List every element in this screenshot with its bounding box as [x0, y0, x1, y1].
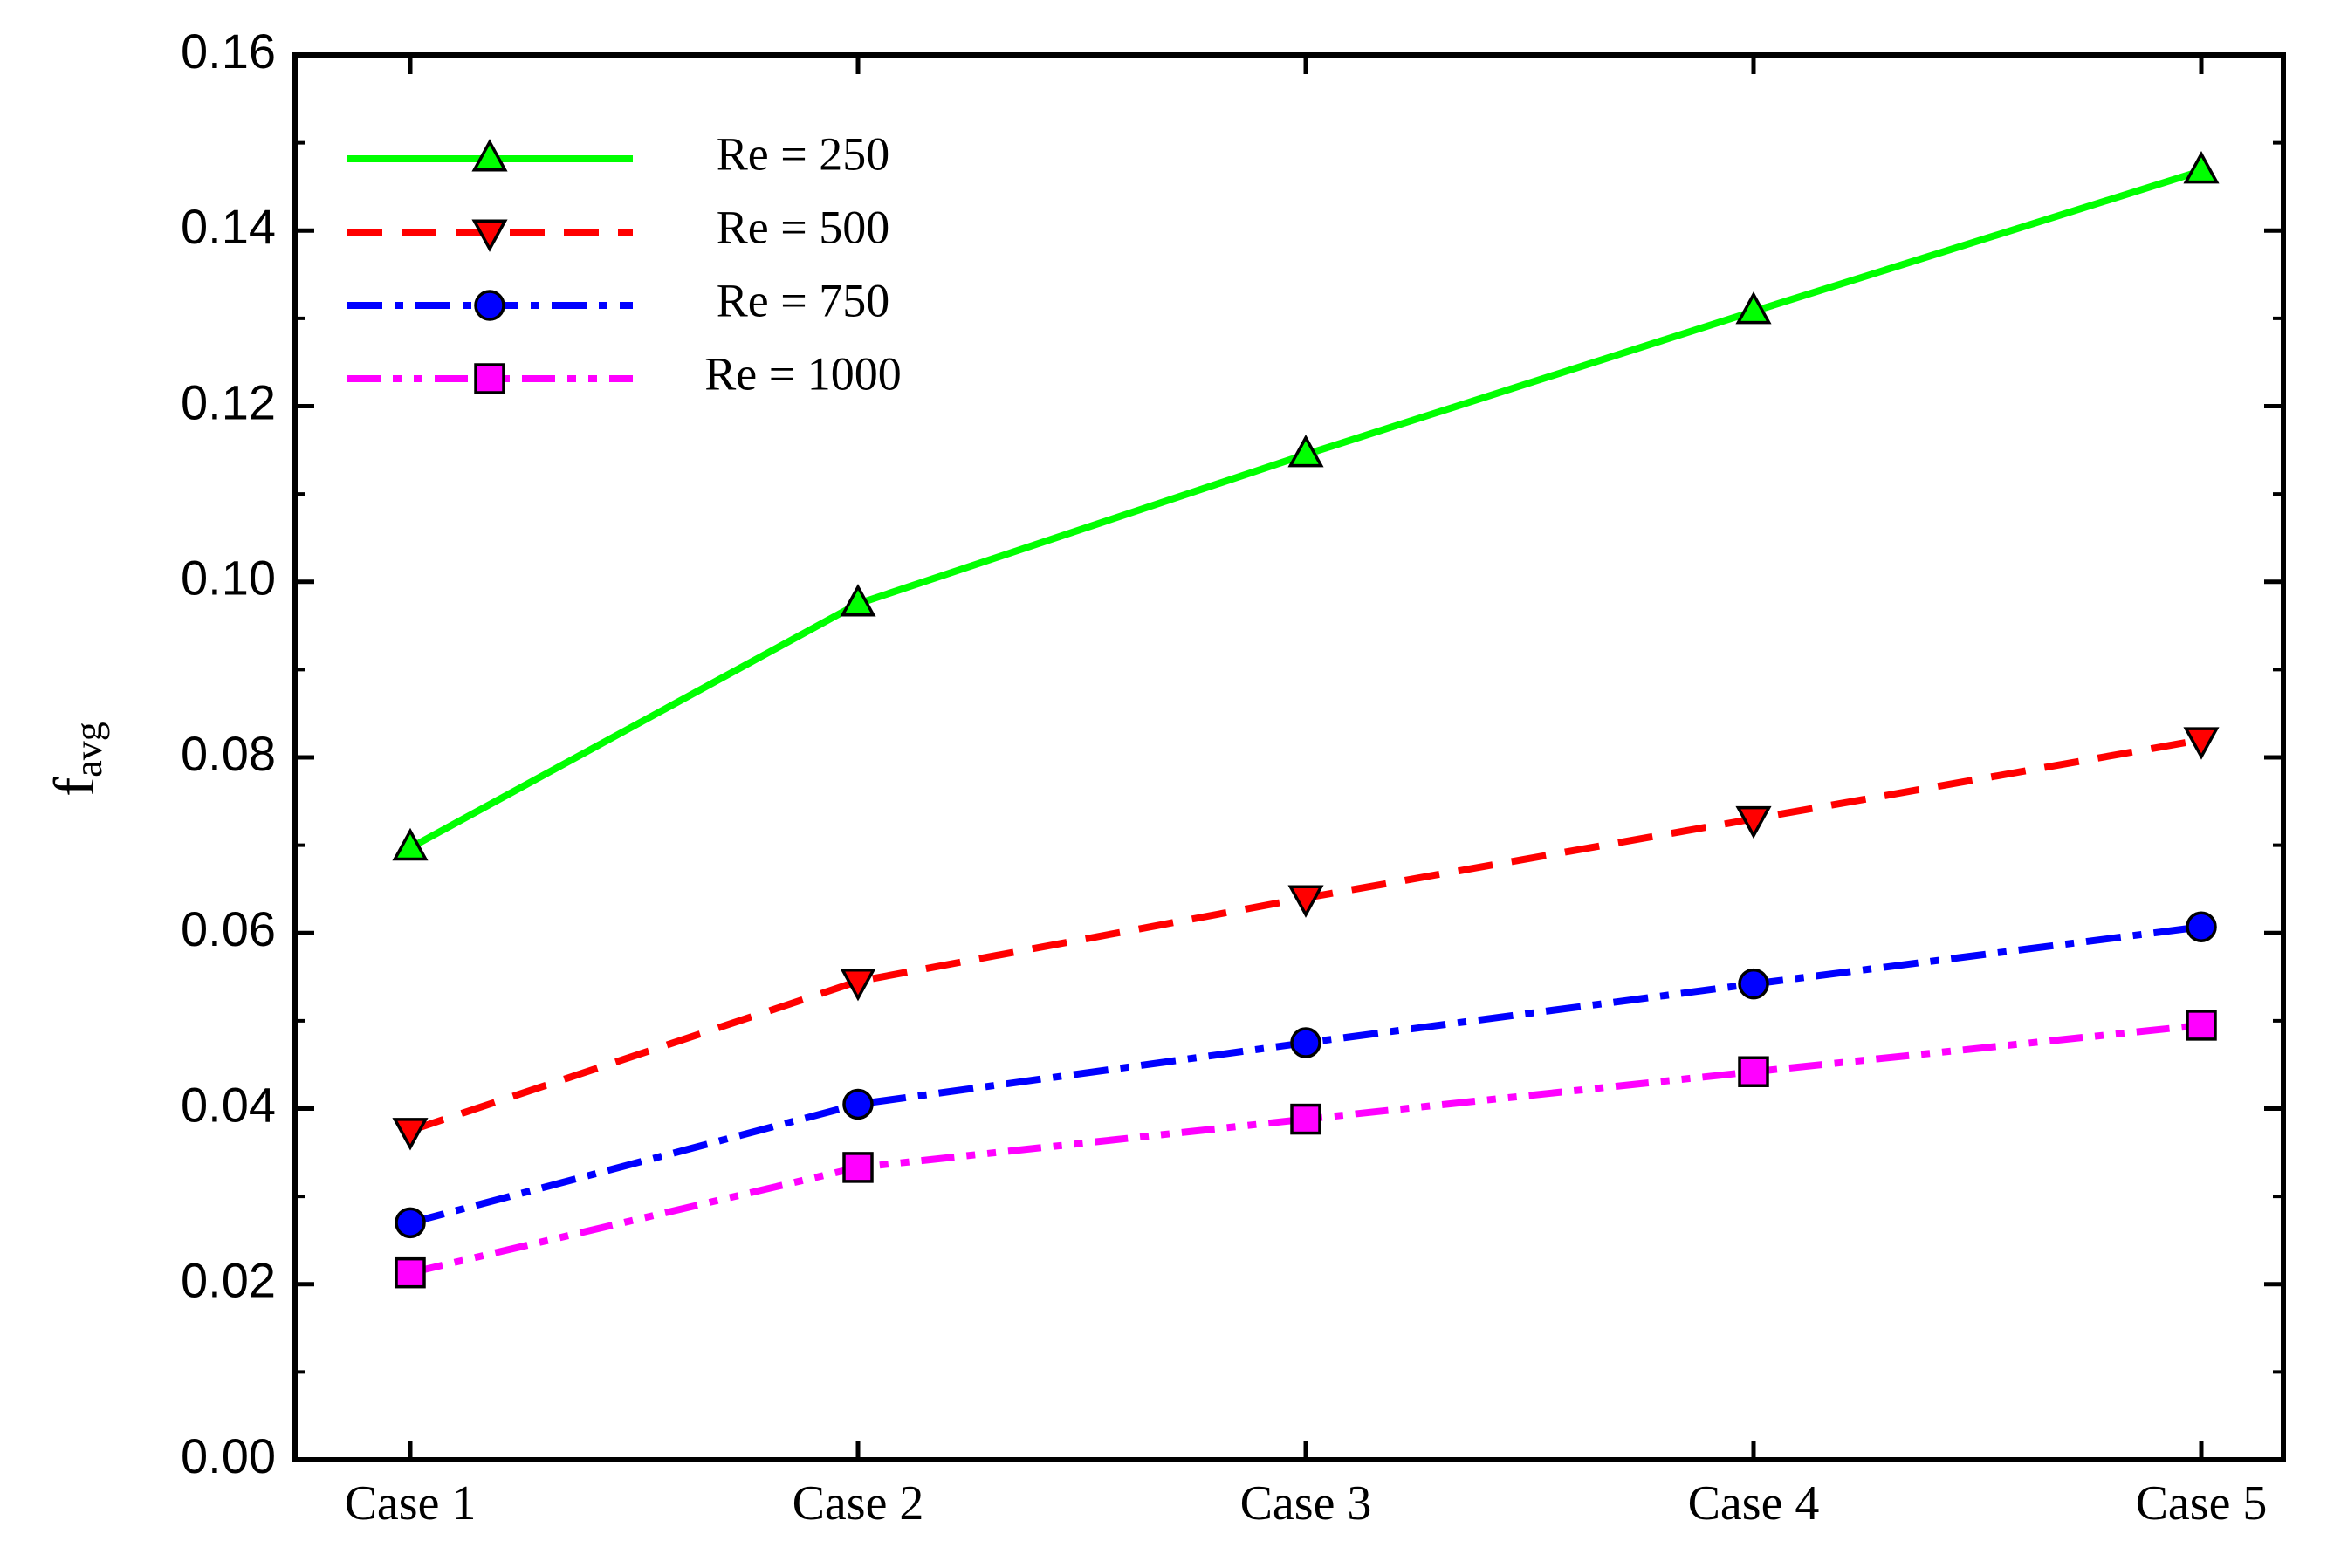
y-tick-label: 0.08: [181, 726, 276, 781]
x-tick-label: Case 2: [793, 1476, 924, 1530]
data-point-4: [395, 1256, 426, 1289]
y-tick-label: 0.10: [181, 551, 276, 606]
data-point-2: [392, 1118, 429, 1151]
y-tick-label: 0.12: [181, 374, 276, 429]
legend-marker: [471, 219, 508, 252]
data-point-1: [392, 827, 429, 861]
data-point-3: [842, 1088, 874, 1120]
legend-label: Re = 750: [717, 274, 889, 326]
y-tick-label: 0.02: [181, 1253, 276, 1308]
series-line-1: [408, 168, 2203, 852]
legend-label: Re = 1000: [704, 347, 901, 400]
y-tick-label: 0.04: [181, 1077, 276, 1132]
y-axis-title: favg: [43, 722, 110, 797]
legend: Re = 250 Re = 500 Re = 750 Re = 1000: [347, 127, 902, 400]
data-point-2: [1287, 885, 1324, 918]
y-tick-label: 0.14: [181, 199, 276, 254]
series-line-4: [409, 1021, 2202, 1277]
data-point-3: [1290, 1027, 1321, 1058]
y-axis-label-subscript: avg: [67, 722, 110, 777]
data-point-2: [1735, 805, 1772, 839]
data-point-1: [840, 584, 876, 617]
legend-marker: [474, 290, 505, 321]
data-point-1: [2183, 150, 2220, 184]
y-axis: 0.00 0.02 0.04 0.06 0.08 0.10 0.12 0.14 0.16: [181, 24, 2283, 1483]
data-point-3: [2186, 911, 2217, 942]
y-tick-label: 0.16: [181, 24, 276, 79]
legend-label: Re = 250: [717, 127, 889, 180]
x-axis: Case 1 Case 2 Case 3 Case 4 Case 5: [345, 55, 2268, 1530]
data-point-4: [1290, 1103, 1321, 1135]
data-point-1: [1287, 435, 1324, 468]
data-point-4: [2186, 1010, 2217, 1041]
data-point-1: [1735, 291, 1772, 325]
legend-label: Re = 500: [717, 201, 889, 253]
data-point-4: [1738, 1056, 1769, 1087]
y-tick-label: 0.06: [181, 901, 276, 956]
legend-marker: [474, 363, 505, 394]
series-line-2: [408, 736, 2202, 1134]
data-point-2: [2183, 727, 2220, 760]
data-point-3: [395, 1207, 426, 1239]
y-tick-label: 0.00: [181, 1428, 276, 1483]
y-axis-label: f: [43, 777, 106, 797]
plot-frame: [292, 52, 2286, 1462]
series-line-3: [408, 923, 2202, 1227]
data-point-3: [1738, 968, 1769, 1000]
x-tick-label: Case 4: [1688, 1476, 1820, 1530]
data-point-2: [840, 969, 876, 1002]
x-tick-label: Case 5: [2136, 1476, 2268, 1530]
x-tick-label: Case 3: [1240, 1476, 1372, 1530]
data-point-4: [842, 1152, 874, 1183]
legend-marker: [471, 139, 508, 172]
series-markers: [392, 150, 2220, 1289]
x-tick-label: Case 1: [345, 1476, 477, 1530]
svg-text:favg: favg: [43, 722, 110, 797]
